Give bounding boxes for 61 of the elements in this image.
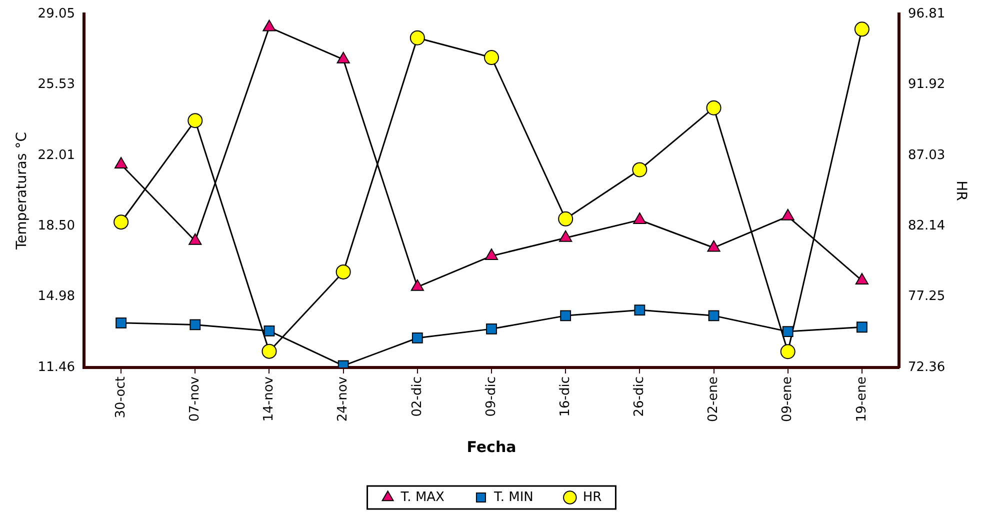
point [855,273,868,285]
y2-tick-label: 77.25 [908,289,946,304]
point [633,212,646,224]
y2-tick-label: 82.14 [908,218,946,234]
x-tick-label: 09-ene [780,376,796,422]
point [188,113,203,128]
x-tick-label: 02-ene [706,376,722,422]
y-tick-label: 29.05 [38,6,76,22]
y2-tick-label: 96.81 [908,6,946,22]
x-axis-title: Fecha [466,438,516,456]
point [412,332,423,344]
y2-axis-title: HR [952,180,969,202]
x-tick-label: 26-dic [632,376,648,417]
point [114,214,129,230]
point [336,264,351,280]
point [336,52,350,64]
x-tick-label: 07-nov [188,376,203,422]
x-tick-label: 24-nov [336,376,351,422]
point [780,344,796,360]
point [190,319,201,330]
point [854,22,870,37]
point [634,304,646,316]
legend-label: T. MAX [400,490,445,505]
y2-tick-label: 87.03 [908,148,946,163]
x-tick-label: 14-nov [262,376,277,422]
point [558,211,574,226]
point [559,230,572,242]
point [560,310,572,322]
legend-label: HR [582,490,602,505]
x-tick-label: 09-dic [484,376,499,417]
x-tick-label: 02-dic [410,376,425,417]
x-tick-label: 30-oct [113,376,128,418]
y-tick-label: 18.50 [38,218,76,234]
y-tick-label: 11.46 [38,360,76,375]
point [707,240,720,252]
y-tick-label: 22.01 [38,148,76,163]
point [188,233,202,245]
point [410,30,425,46]
point [484,248,498,260]
point [484,50,499,66]
point [632,162,648,178]
point [262,20,276,32]
y2-tick-label: 91.92 [908,77,946,92]
point [856,322,868,333]
y2-tick-label: 72.36 [908,360,946,375]
point [114,157,128,169]
point [116,317,127,328]
y-tick-label: 25.53 [38,77,76,92]
point [486,323,497,334]
point [262,344,277,359]
x-tick-label: 16-dic [558,376,573,417]
y-axis-title: Temperaturas °C [14,132,30,251]
point [264,326,275,336]
legend-label: T. MIN [492,490,534,505]
point [782,326,794,338]
point [410,279,424,291]
point [781,208,794,220]
point [708,310,720,322]
x-tick-label: 19-ene [854,376,870,422]
point [706,100,722,116]
y-tick-label: 14.98 [38,289,76,304]
